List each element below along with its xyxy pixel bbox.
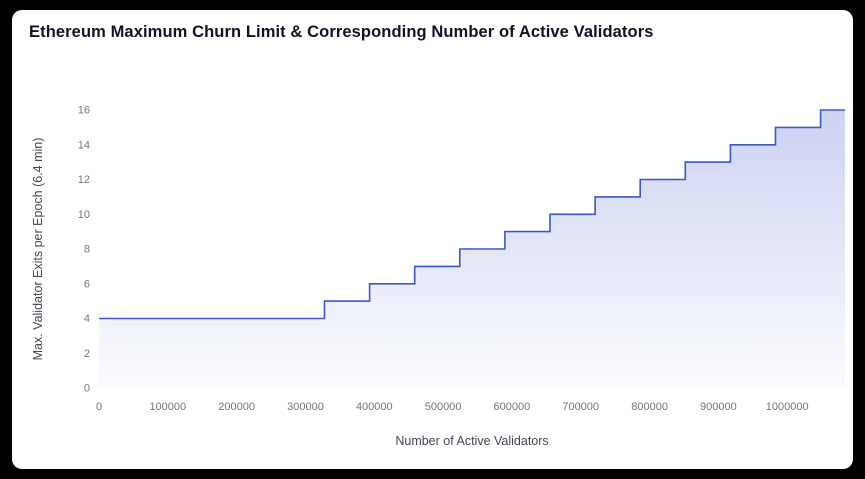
y-tick-label: 14 bbox=[78, 139, 90, 151]
y-tick-label: 16 bbox=[78, 105, 90, 117]
y-tick-label: 6 bbox=[84, 278, 90, 290]
y-tick-label: 12 bbox=[78, 174, 90, 186]
x-tick-label: 1000000 bbox=[766, 401, 809, 413]
x-tick-label: 500000 bbox=[425, 401, 462, 413]
step-line bbox=[99, 109, 845, 320]
y-tick-label: 2 bbox=[84, 348, 90, 360]
x-tick-label: 900000 bbox=[700, 401, 737, 413]
step-area-chart: 0 100000 200000 300000 400000 500000 600000 700… bbox=[78, 105, 845, 413]
x-tick-label: 0 bbox=[96, 401, 102, 413]
x-tick-label: 100000 bbox=[149, 401, 186, 413]
x-tick-label: 300000 bbox=[287, 401, 324, 413]
y-tick-label: 10 bbox=[78, 209, 90, 221]
y-tick-label: 4 bbox=[84, 313, 90, 325]
x-axis-label: Number of Active Validators bbox=[395, 434, 549, 448]
x-tick-label: 800000 bbox=[631, 401, 668, 413]
x-tick-label: 700000 bbox=[562, 401, 599, 413]
y-tick-label: 8 bbox=[84, 244, 90, 256]
chart-title: Ethereum Maximum Churn Limit & Correspon… bbox=[29, 23, 654, 41]
chart-card: Ethereum Maximum Churn Limit & Correspon… bbox=[12, 10, 853, 469]
x-tick-label: 400000 bbox=[356, 401, 393, 413]
x-tick-label: 200000 bbox=[218, 401, 255, 413]
x-tick-label: 600000 bbox=[494, 401, 531, 413]
y-tick-label: 0 bbox=[84, 383, 90, 395]
